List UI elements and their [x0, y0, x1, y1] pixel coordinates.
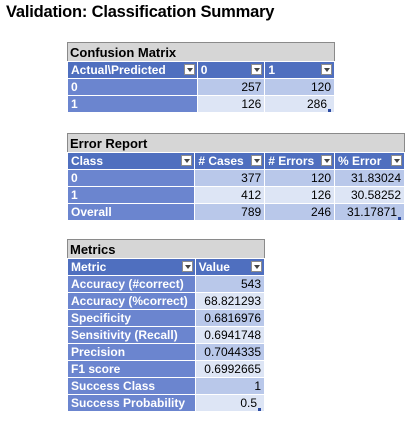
row-label[interactable]: Sensitivity (Recall): [67, 326, 196, 344]
filter-dropdown-icon[interactable]: [251, 261, 262, 272]
cell-value[interactable]: 126: [264, 186, 336, 204]
cell-value[interactable]: 0.5: [194, 394, 266, 412]
row-label[interactable]: 1: [67, 95, 198, 113]
metrics-grid: Metric Value Accuracy (#correct) 543 Acc…: [67, 258, 266, 412]
table-row: Success Class 1: [67, 377, 266, 395]
row-label[interactable]: F1 score: [67, 360, 196, 378]
cell-value[interactable]: 120: [264, 169, 336, 187]
table-header-row: Class # Cases # Errors % Error: [66, 152, 405, 170]
cell-value[interactable]: 789: [194, 203, 266, 221]
confusion-matrix-grid: Actual\Predicted 0 1 0 257 120 1 126 286: [67, 61, 335, 113]
cell-value[interactable]: 246: [264, 203, 336, 221]
resize-handle-icon[interactable]: [328, 109, 331, 112]
row-label[interactable]: Accuracy (#correct): [67, 275, 196, 293]
table-row: Specificity 0.6816976: [67, 309, 266, 327]
column-header[interactable]: 1: [264, 61, 335, 79]
table-row: Success Probability 0.5: [67, 394, 266, 412]
row-label[interactable]: Success Probability: [67, 394, 196, 412]
cell-value[interactable]: 30.58252: [334, 186, 405, 204]
cell-value[interactable]: 0.6992665: [194, 360, 266, 378]
filter-dropdown-icon[interactable]: [321, 155, 333, 166]
cell-value[interactable]: 1: [194, 377, 266, 395]
confusion-matrix-table: Confusion Matrix Actual\Predicted 0 1 0 …: [67, 42, 335, 113]
row-label[interactable]: Success Class: [67, 377, 196, 395]
row-label[interactable]: 0: [66, 169, 196, 187]
error-report-caption: Error Report: [67, 133, 405, 152]
page-title: Validation: Classification Summary: [6, 3, 275, 21]
column-header[interactable]: % Error: [334, 152, 405, 170]
table-row: 1 412 126 30.58252: [66, 186, 405, 204]
filter-dropdown-icon[interactable]: [181, 155, 193, 166]
filter-dropdown-icon[interactable]: [251, 155, 263, 166]
filter-dropdown-icon[interactable]: [391, 155, 402, 166]
column-header[interactable]: Actual\Predicted: [67, 61, 198, 79]
column-header[interactable]: Metric: [67, 258, 196, 276]
cell-value[interactable]: 543: [194, 275, 266, 293]
cell-value[interactable]: 0.7044335: [194, 343, 266, 361]
filter-dropdown-icon[interactable]: [181, 261, 193, 272]
cell-value[interactable]: 0.6941748: [194, 326, 266, 344]
cell-value[interactable]: 257: [196, 78, 266, 96]
table-row: Precision 0.7044335: [67, 343, 266, 361]
cell-value[interactable]: 120: [264, 78, 335, 96]
cell-value[interactable]: 126: [196, 95, 266, 113]
filter-dropdown-icon[interactable]: [321, 64, 332, 75]
column-header[interactable]: # Errors: [264, 152, 336, 170]
metrics-table: Metrics Metric Value Accuracy (#correct)…: [67, 239, 266, 412]
row-label[interactable]: Specificity: [67, 309, 196, 327]
error-report-table: Error Report Class # Cases # Errors % Er…: [66, 133, 405, 221]
cell-value[interactable]: 68.821293: [194, 292, 266, 310]
row-label[interactable]: 1: [66, 186, 196, 204]
table-row: Sensitivity (Recall) 0.6941748: [67, 326, 266, 344]
filter-dropdown-icon[interactable]: [251, 64, 263, 75]
cell-value[interactable]: 377: [194, 169, 266, 187]
table-row: 0 257 120: [67, 78, 335, 96]
resize-handle-icon[interactable]: [398, 217, 401, 220]
table-header-row: Metric Value: [67, 258, 266, 276]
column-header[interactable]: # Cases: [194, 152, 266, 170]
row-label[interactable]: Precision: [67, 343, 196, 361]
row-label[interactable]: 0: [67, 78, 198, 96]
cell-value[interactable]: 412: [194, 186, 266, 204]
confusion-matrix-caption: Confusion Matrix: [67, 42, 335, 61]
table-row: F1 score 0.6992665: [67, 360, 266, 378]
table-row: Accuracy (%correct) 68.821293: [67, 292, 266, 310]
cell-value[interactable]: 286: [264, 95, 335, 113]
table-row: Overall 789 246 31.17871: [66, 203, 405, 221]
row-label[interactable]: Overall: [66, 203, 196, 221]
column-header[interactable]: Value: [194, 258, 266, 276]
cell-value[interactable]: 31.83024: [334, 169, 405, 187]
error-report-grid: Class # Cases # Errors % Error 0 377 120…: [66, 152, 405, 221]
filter-dropdown-icon[interactable]: [183, 64, 195, 75]
cell-value[interactable]: 31.17871: [334, 203, 405, 221]
cell-value[interactable]: 0.6816976: [194, 309, 266, 327]
column-header[interactable]: Class: [66, 152, 196, 170]
table-header-row: Actual\Predicted 0 1: [67, 61, 335, 79]
table-row: 0 377 120 31.83024: [66, 169, 405, 187]
resize-handle-icon[interactable]: [258, 408, 261, 411]
column-header[interactable]: 0: [196, 61, 266, 79]
metrics-caption: Metrics: [67, 239, 265, 258]
table-row: 1 126 286: [67, 95, 335, 113]
table-row: Accuracy (#correct) 543: [67, 275, 266, 293]
row-label[interactable]: Accuracy (%correct): [67, 292, 196, 310]
